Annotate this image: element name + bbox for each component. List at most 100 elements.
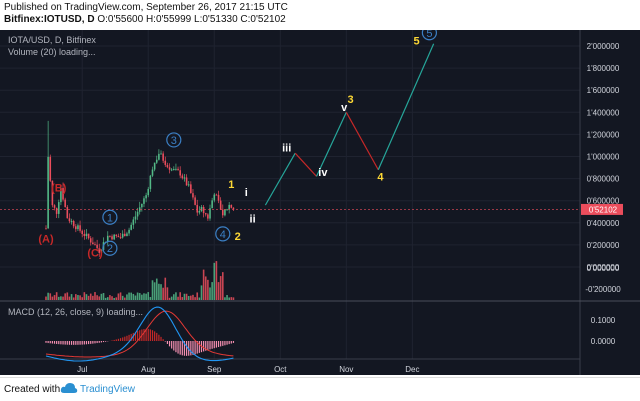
candle-body bbox=[185, 177, 188, 186]
volume-bar bbox=[92, 295, 94, 300]
candle-body bbox=[111, 236, 113, 240]
candle-body bbox=[221, 209, 224, 216]
volume-bar bbox=[173, 294, 175, 300]
volume-bar bbox=[198, 297, 201, 300]
volume-bar bbox=[102, 293, 105, 300]
candle-body bbox=[207, 214, 209, 219]
candle-body bbox=[75, 226, 77, 230]
candle-body bbox=[143, 198, 145, 204]
time-tick: Dec bbox=[405, 365, 419, 374]
candle-body bbox=[187, 184, 190, 186]
volume-bar bbox=[175, 292, 177, 300]
candle-body bbox=[228, 204, 230, 210]
candle-body bbox=[179, 170, 181, 176]
volume-bar bbox=[106, 297, 109, 300]
volume-bar bbox=[119, 292, 122, 300]
current-price-badge bbox=[581, 203, 623, 215]
wave-label-circle bbox=[215, 226, 231, 242]
candle-body bbox=[145, 195, 147, 199]
wave-label: 3 bbox=[348, 94, 354, 106]
volume-bar bbox=[45, 296, 47, 300]
volume-bar bbox=[96, 295, 98, 300]
volume-bar bbox=[232, 297, 235, 300]
candle-body bbox=[196, 204, 199, 213]
candle-body bbox=[213, 194, 216, 201]
volume-bar bbox=[117, 293, 120, 300]
volume-bar bbox=[196, 292, 199, 300]
volume-tick: -0'200000 bbox=[585, 285, 621, 294]
price-axis-panel bbox=[580, 30, 640, 375]
volume-bar bbox=[143, 293, 145, 300]
candle-body bbox=[190, 184, 192, 194]
macd-legend: MACD (12, 26, close, 9) loading... bbox=[8, 307, 143, 317]
wave-projection bbox=[264, 43, 435, 206]
volume-bar bbox=[53, 295, 56, 300]
candle-body bbox=[94, 244, 96, 246]
candle-body bbox=[98, 248, 101, 253]
wave-label: iii bbox=[282, 143, 291, 155]
candle-body bbox=[128, 229, 130, 234]
candle-body bbox=[170, 169, 173, 171]
price-tick: 0'200000 bbox=[587, 241, 620, 250]
wave-label: 3 bbox=[171, 135, 177, 147]
candle-body bbox=[232, 207, 235, 210]
candle-body bbox=[115, 234, 118, 236]
candle-body bbox=[62, 187, 64, 200]
candle-body bbox=[68, 218, 71, 222]
time-tick: Nov bbox=[339, 365, 353, 374]
volume-bar bbox=[168, 297, 171, 300]
volume-bar bbox=[190, 295, 192, 300]
candle-body bbox=[211, 200, 213, 209]
candle-body bbox=[70, 221, 73, 223]
candle-body bbox=[202, 206, 205, 214]
tradingview-cloud-icon[interactable] bbox=[60, 381, 78, 395]
candle-body bbox=[230, 204, 233, 208]
candle-body bbox=[119, 237, 122, 239]
wave-label: i bbox=[245, 187, 248, 199]
tradingview-link[interactable]: TradingView bbox=[80, 384, 136, 395]
candle-body bbox=[89, 238, 92, 243]
candle-body bbox=[87, 233, 90, 239]
volume-bar bbox=[81, 297, 84, 300]
candle-body bbox=[51, 180, 54, 206]
main-legend: IOTA/USD, D, Bitfinex bbox=[8, 35, 96, 45]
ohlc-values: O:0'55600 H:0'55999 L:0'51330 C:0'52102 bbox=[97, 14, 286, 25]
candle-body bbox=[72, 221, 75, 227]
current-price-value: 0'52102 bbox=[589, 205, 618, 214]
volume-bar bbox=[62, 296, 64, 300]
candle-body bbox=[219, 200, 222, 210]
projection-leg bbox=[315, 112, 347, 177]
candle-body bbox=[147, 188, 150, 196]
volume-bar bbox=[194, 297, 196, 300]
projection-leg bbox=[377, 43, 435, 171]
candle-body bbox=[130, 224, 132, 230]
wave-label-circle bbox=[421, 30, 437, 41]
volume-bar bbox=[151, 280, 154, 300]
wave-label: 1 bbox=[228, 179, 234, 191]
volume-bar bbox=[55, 292, 58, 300]
candle-body bbox=[64, 199, 66, 208]
published-line: Published on TradingView.com, September … bbox=[4, 2, 288, 13]
price-tick: 1'400000 bbox=[587, 108, 620, 117]
price-tick: 1'200000 bbox=[587, 130, 620, 139]
candle-body bbox=[55, 207, 58, 214]
volume-bar bbox=[136, 292, 139, 300]
time-tick: Jul bbox=[77, 365, 87, 374]
volume-bar bbox=[179, 292, 181, 300]
volume-bar bbox=[145, 293, 147, 300]
wave-label: (A) bbox=[38, 233, 54, 245]
candle-body bbox=[164, 160, 167, 165]
volume-bar bbox=[72, 297, 75, 300]
volume-bar bbox=[204, 276, 207, 300]
volume-bar bbox=[87, 295, 90, 300]
price-tick: 0'400000 bbox=[587, 219, 620, 228]
wave-label: 2 bbox=[107, 243, 113, 255]
macd-tick: 0.1000 bbox=[591, 316, 616, 325]
volume-bar bbox=[153, 282, 156, 300]
candle-body bbox=[158, 153, 160, 160]
volume-bar bbox=[111, 296, 113, 300]
volume-bar bbox=[181, 297, 184, 300]
volume-bar bbox=[226, 295, 228, 300]
